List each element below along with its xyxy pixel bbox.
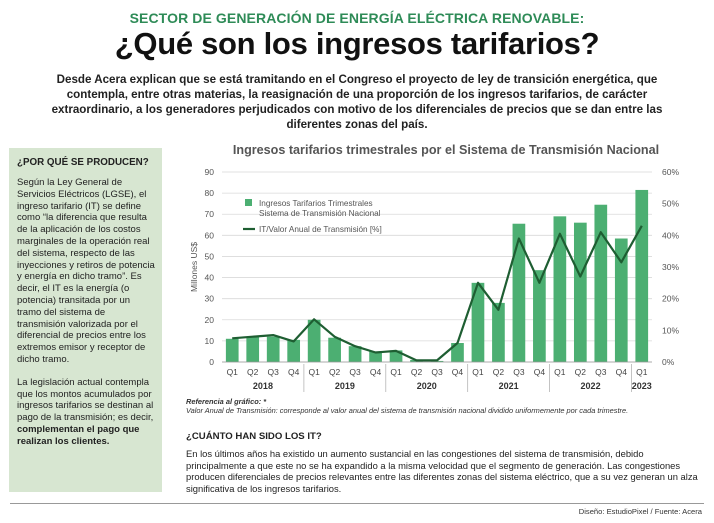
x-tick-label: Q3 [595, 367, 607, 377]
bar [451, 343, 464, 362]
lead-paragraph: Desde Acera explican que se está tramita… [51, 73, 663, 131]
y2-tick-label: 50% [662, 199, 679, 209]
bar [225, 338, 239, 362]
y-axis-label: Millones US$ [189, 242, 199, 292]
bar [369, 351, 382, 362]
y-tick-label: 20 [205, 315, 215, 325]
x-tick-label: Q4 [452, 367, 464, 377]
legend-bar-label-line2: Sistema de Transmisión Nacional [259, 209, 381, 218]
bar [287, 339, 301, 362]
section-body: En los últimos años ha existido un aumen… [186, 448, 698, 494]
year-label: 2018 [253, 381, 273, 391]
footer-divider [10, 503, 704, 504]
bar [471, 282, 485, 362]
year-label: 2019 [335, 381, 355, 391]
y-tick-label: 0 [209, 357, 214, 367]
sidebar-box: ¿POR QUÉ SE PRODUCEN? Según la Ley Gener… [9, 148, 162, 492]
x-tick-label: Q3 [431, 367, 443, 377]
sidebar-p2-text: La legislación actual contempla que los … [17, 376, 154, 424]
y-tick-label: 30 [205, 294, 215, 304]
x-tick-label: Q4 [288, 367, 300, 377]
y2-tick-label: 30% [662, 262, 679, 272]
bar [389, 350, 403, 362]
bar [266, 336, 280, 362]
legend-bar-label-line1: Ingresos Tarifarios Trimestrales [259, 199, 373, 208]
x-tick-label: Q3 [268, 367, 280, 377]
year-label: 2021 [499, 381, 519, 391]
x-tick-label: Q4 [616, 367, 628, 377]
bar [594, 204, 608, 362]
section-title: ¿CUÁNTO HAN SIDO LOS IT? [186, 431, 322, 442]
y2-tick-label: 40% [662, 230, 679, 240]
sidebar-p2-emphasis: complementan el pago que realizan los cl… [17, 423, 140, 447]
bar [512, 223, 526, 362]
y2-tick-label: 10% [662, 325, 679, 335]
sidebar-paragraph-2: La legislación actual contempla que los … [17, 377, 156, 448]
y-tick-label: 70 [205, 209, 215, 219]
bar [573, 222, 587, 362]
chart-title: Ingresos tarifarios trimestrales por el … [232, 143, 660, 157]
x-tick-label: Q1 [390, 367, 402, 377]
year-label: 2022 [581, 381, 601, 391]
y-tick-label: 80 [205, 188, 215, 198]
legend-bar-swatch [245, 199, 252, 206]
y-tick-label: 90 [205, 167, 215, 177]
year-label: 2023 [632, 381, 652, 391]
sidebar-title: ¿POR QUÉ SE PRODUCEN? [17, 157, 149, 168]
bar [328, 337, 341, 362]
x-tick-label: Q2 [247, 367, 259, 377]
chart-note-reference: Referencia al gráfico: * [186, 397, 267, 406]
y-tick-label: 50 [205, 251, 215, 261]
y-tick-label: 60 [205, 230, 215, 240]
credits: Diseño: EstudioPixel / Fuente: Acera [578, 507, 702, 516]
x-tick-label: Q2 [493, 367, 505, 377]
y2-tick-label: 60% [662, 167, 679, 177]
x-tick-label: Q1 [308, 367, 320, 377]
chart: 0 10 20 30 40 50 60 70 80 90 0% 10% 20% 30% 40% 50% 60% M… [189, 167, 679, 392]
x-tick-label: Q1 [554, 367, 566, 377]
bar [307, 319, 321, 362]
series-line [232, 225, 643, 362]
x-tick-label: Q1 [472, 367, 484, 377]
x-tick-label: Q3 [513, 367, 525, 377]
bar [553, 216, 567, 362]
sidebar-paragraph-1: Según la Ley General de Servicios Eléctr… [17, 177, 155, 365]
x-tick-label: Q2 [329, 367, 341, 377]
bar [614, 238, 628, 362]
x-tick-label: Q2 [411, 367, 423, 377]
year-label: 2020 [417, 381, 437, 391]
bar [246, 336, 260, 362]
x-tick-label: Q1 [636, 367, 648, 377]
bar [635, 189, 649, 362]
headline: ¿Qué son los ingresos tarifarios? [114, 26, 600, 61]
bar [348, 346, 362, 362]
y-tick-label: 40 [205, 273, 215, 283]
bar [533, 270, 546, 362]
x-tick-label: Q4 [370, 367, 382, 377]
x-tick-label: Q4 [534, 367, 546, 377]
y2-tick-label: 0% [662, 357, 675, 367]
y2-tick-label: 20% [662, 294, 679, 304]
chart-note-definition: Valor Anual de Transmisión: corresponde … [186, 406, 629, 415]
kicker: SECTOR DE GENERACIÓN DE ENERGÍA ELÉCTRIC… [129, 10, 585, 26]
y-tick-label: 10 [205, 336, 215, 346]
x-tick-label: Q1 [227, 367, 239, 377]
legend-line-label: IT/Valor Anual de Transmisión [%] [259, 225, 382, 234]
x-tick-label: Q2 [575, 367, 587, 377]
bar [492, 302, 505, 362]
x-tick-label: Q3 [349, 367, 361, 377]
chart-notes: Referencia al gráfico: * Valor Anual de … [186, 397, 706, 415]
